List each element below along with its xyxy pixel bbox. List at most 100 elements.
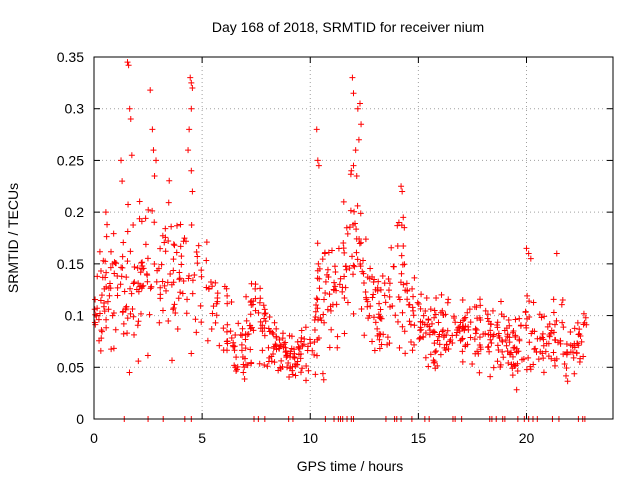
data-point <box>434 337 441 344</box>
data-point <box>474 348 481 355</box>
data-point <box>146 311 153 318</box>
data-point <box>513 348 520 355</box>
data-point <box>431 314 438 321</box>
data-point <box>303 362 310 369</box>
data-point <box>311 339 318 346</box>
data-point <box>450 313 457 320</box>
data-point <box>289 367 296 374</box>
data-point <box>353 249 360 256</box>
data-point <box>507 350 514 357</box>
data-point <box>427 327 434 334</box>
data-point <box>261 332 268 339</box>
data-point <box>136 198 143 205</box>
data-point <box>374 284 381 291</box>
data-point <box>110 310 117 317</box>
data-point <box>471 336 478 343</box>
data-point <box>221 283 228 290</box>
data-point <box>170 267 177 274</box>
data-point <box>275 367 282 374</box>
data-point <box>395 294 402 301</box>
data-point <box>189 277 196 284</box>
data-point <box>490 364 497 371</box>
data-point <box>169 357 176 364</box>
data-point <box>130 313 137 320</box>
data-point <box>223 328 230 335</box>
data-point <box>302 324 309 331</box>
data-point <box>282 339 289 346</box>
data-point <box>437 351 444 358</box>
data-point <box>447 336 454 343</box>
data-point <box>170 304 177 311</box>
data-point-outlier <box>125 62 132 69</box>
data-point <box>192 316 199 323</box>
y-axis-label: SRMTID / TECUs <box>5 183 21 293</box>
data-point-outlier <box>527 255 534 262</box>
data-point <box>237 331 244 338</box>
data-point <box>477 302 484 309</box>
data-point <box>581 319 588 326</box>
data-point <box>224 292 231 299</box>
data-point <box>177 289 184 296</box>
data-point <box>550 309 557 316</box>
data-point <box>443 341 450 348</box>
data-point <box>551 321 558 328</box>
data-point <box>516 336 523 343</box>
data-point <box>256 360 263 367</box>
data-point <box>314 296 321 303</box>
data-point <box>184 296 191 303</box>
data-point <box>181 235 188 242</box>
data-point <box>433 294 440 301</box>
data-point <box>347 207 354 214</box>
data-point <box>198 267 205 274</box>
data-point <box>387 303 394 310</box>
data-point <box>117 281 124 288</box>
data-point-outlier <box>354 105 361 112</box>
data-point <box>104 221 111 228</box>
data-point <box>506 339 513 346</box>
data-point <box>224 347 231 354</box>
data-point <box>317 315 324 322</box>
data-point <box>563 364 570 371</box>
data-point <box>378 341 385 348</box>
data-point <box>494 342 501 349</box>
data-point <box>238 347 245 354</box>
data-point <box>231 362 238 369</box>
data-point <box>484 344 491 351</box>
data-point <box>273 325 280 332</box>
data-point <box>534 335 541 342</box>
data-point <box>262 310 269 317</box>
data-point-outlier <box>395 219 402 226</box>
data-point <box>419 319 426 326</box>
data-point <box>398 270 405 277</box>
data-point <box>198 273 205 280</box>
y-tick-label: 0.2 <box>65 204 85 220</box>
data-point <box>321 249 328 256</box>
data-point <box>166 177 173 184</box>
data-point <box>180 278 187 285</box>
data-point <box>205 286 212 293</box>
data-point <box>98 292 105 299</box>
data-point <box>423 294 430 301</box>
data-point <box>177 221 184 228</box>
data-point <box>242 336 249 343</box>
data-point <box>362 236 369 243</box>
data-point-outlier <box>400 214 407 221</box>
data-point <box>228 298 235 305</box>
data-point <box>382 299 389 306</box>
data-point <box>409 304 416 311</box>
data-point <box>321 296 328 303</box>
data-point <box>123 274 130 281</box>
data-point <box>462 343 469 350</box>
data-point <box>385 287 392 294</box>
data-point <box>242 331 249 338</box>
data-point <box>476 296 483 303</box>
data-point <box>214 298 221 305</box>
data-points <box>91 59 590 422</box>
data-point <box>542 348 549 355</box>
data-point <box>497 364 504 371</box>
data-point <box>547 330 554 337</box>
data-point <box>327 307 334 314</box>
data-point <box>314 267 321 274</box>
data-point <box>324 266 331 273</box>
data-point <box>358 239 365 246</box>
